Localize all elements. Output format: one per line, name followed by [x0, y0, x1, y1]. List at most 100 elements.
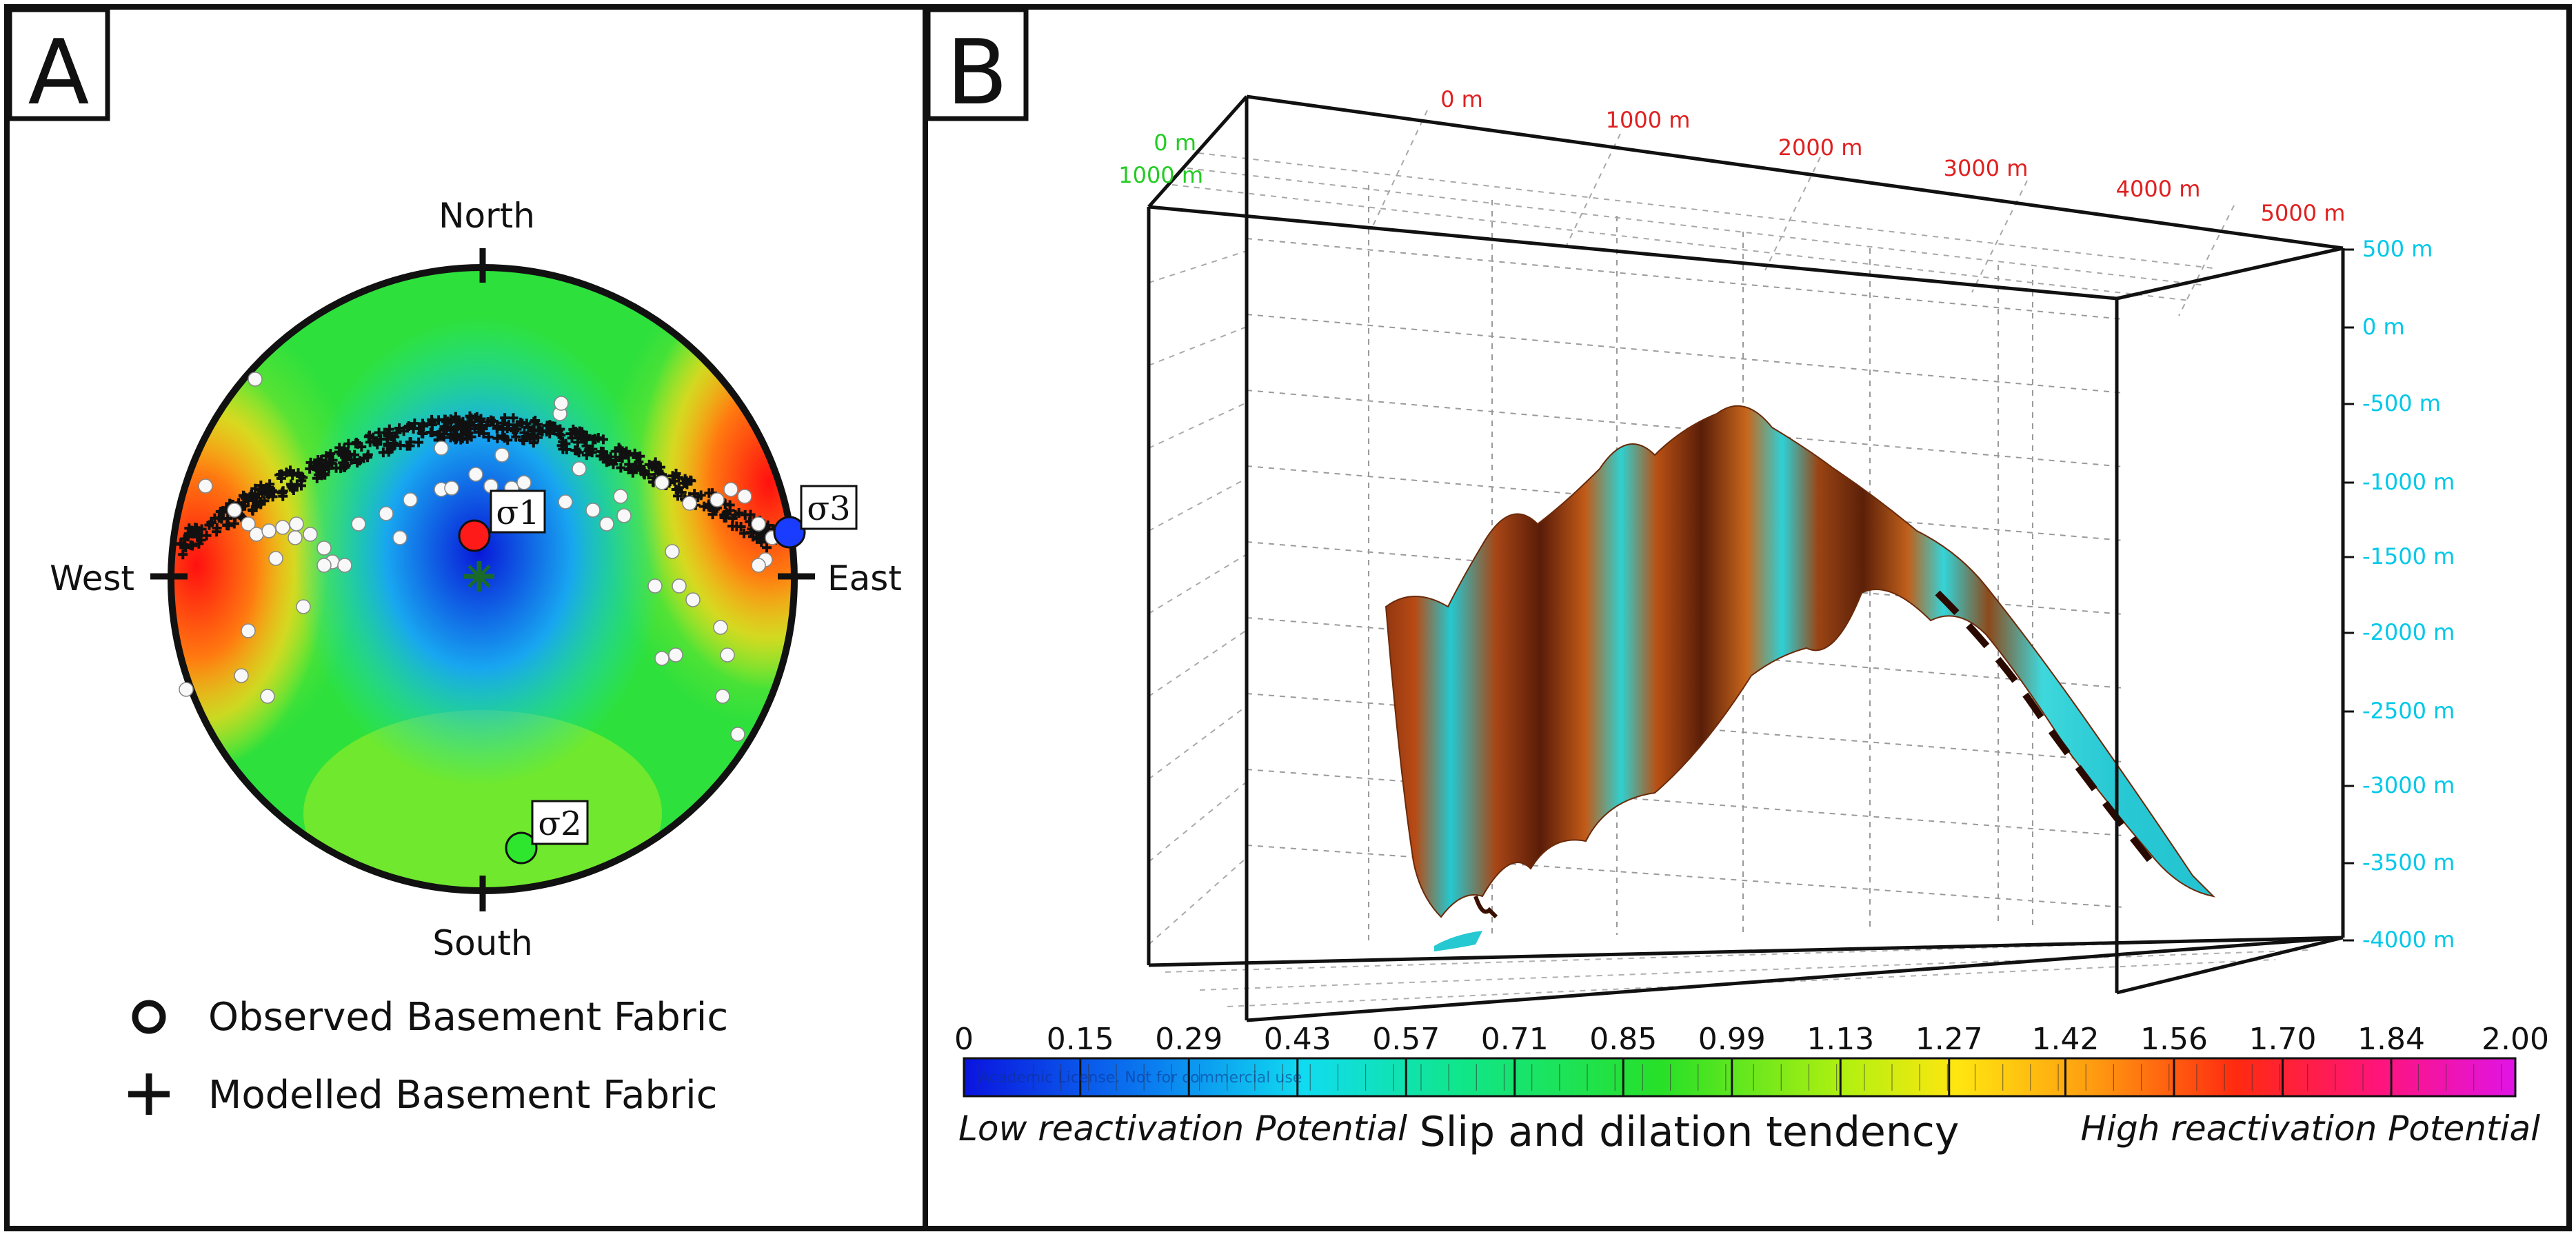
modelled-fabric-cross	[492, 423, 503, 434]
observed-fabric-point	[682, 496, 697, 511]
modelled-fabric-cross	[636, 465, 646, 476]
z-axis-tick-label: -3500 m	[2362, 849, 2455, 876]
modelled-fabric-cross	[353, 438, 363, 449]
observed-fabric-point	[288, 530, 303, 545]
top-plane-grid	[1171, 110, 2235, 316]
modelled-fabric-cross	[628, 463, 638, 473]
modelled-fabric-cross	[572, 437, 583, 447]
modelled-fabric-cross	[217, 514, 227, 524]
panel-a-label-box	[7, 7, 110, 121]
modelled-fabric-cross	[463, 427, 474, 438]
modelled-fabric-cross	[376, 434, 386, 445]
modelled-fabric-cross	[570, 445, 581, 456]
modelled-fabric-cross	[576, 432, 586, 442]
panel-a: A North South West East	[7, 7, 902, 1118]
panel-a-label: A	[28, 20, 90, 125]
modelled-fabric-cross	[466, 413, 476, 423]
modelled-fabric-cross	[756, 530, 767, 541]
observed-fabric-point	[303, 527, 318, 542]
observed-fabric-points	[179, 372, 780, 742]
modelled-fabric-cross	[529, 433, 539, 443]
modelled-fabric-cross	[323, 463, 334, 474]
modelled-fabric-cross	[418, 429, 428, 439]
sigma1-label: σ1	[496, 494, 539, 532]
colorbar-tick-label: 2.00	[2482, 1022, 2549, 1057]
colorbar-tick-label: 1.13	[1807, 1022, 1874, 1057]
modelled-fabric-cross	[384, 424, 394, 434]
modelled-fabric-cross	[682, 479, 692, 489]
modelled-fabric-cross	[519, 436, 529, 446]
sigma2-label-box	[531, 800, 589, 845]
observed-fabric-point	[241, 623, 256, 638]
modelled-fabric-cross	[463, 419, 474, 430]
observed-fabric-point	[316, 558, 332, 573]
observed-fabric-point	[227, 503, 242, 518]
observed-fabric-point	[468, 467, 483, 482]
observed-fabric-point	[554, 396, 569, 411]
modelled-fabric-cross	[561, 444, 572, 454]
modelled-fabric-cross	[379, 427, 390, 438]
modelled-fabric-cross	[529, 416, 539, 427]
observed-fabric-point	[261, 523, 276, 538]
panel-b-label: B	[946, 20, 1007, 125]
x-axis-ticks: 0 m 1000 m 2000 m 3000 m 4000 m 5000 m	[1440, 86, 2345, 226]
modelled-fabric-cross	[247, 489, 257, 500]
z-axis-ticks: 500 m 0 m -500 m -1000 m -1500 m -2000 m -2500…	[2343, 236, 2455, 953]
y-axis-tick-label: 0 m	[1154, 130, 1196, 156]
south-label: South	[432, 923, 532, 963]
colorbar-tick-marks	[963, 1058, 2517, 1096]
z-axis-tick-label: -2500 m	[2362, 698, 2455, 724]
modelled-fabric-cross	[595, 451, 605, 461]
legend-observed: Observed Basement Fabric	[208, 995, 728, 1040]
colorbar-tick-label: 0	[954, 1022, 974, 1057]
north-label: North	[439, 196, 535, 236]
observed-fabric-point	[260, 689, 275, 704]
panel-b-label-box	[925, 7, 1029, 121]
x-axis-tick-label: 0 m	[1440, 86, 1483, 112]
observed-fabric-point	[392, 530, 407, 545]
modelled-fabric-cross	[476, 414, 486, 424]
modelled-fabric-cross	[652, 463, 662, 474]
colorbar-tick-label: 0.85	[1589, 1022, 1657, 1057]
modelled-fabric-cross	[703, 501, 714, 512]
sigma3-label: σ3	[807, 489, 850, 528]
sigma2-label: σ2	[538, 805, 581, 843]
bottom-plane-grid	[1165, 937, 2331, 1007]
modelled-fabric-cross	[616, 463, 626, 473]
modelled-fabric-cross	[565, 429, 576, 439]
observed-fabric-point	[572, 461, 587, 476]
modelled-fabric-cross	[385, 444, 396, 454]
modelled-fabric-cross	[241, 494, 251, 503]
modelled-legend-icon	[128, 1073, 170, 1115]
z-axis-tick-label: -4000 m	[2362, 927, 2455, 953]
colorbar-tick-label: 1.42	[2032, 1022, 2100, 1057]
observed-fabric-point	[730, 727, 745, 742]
modelled-fabric-cross	[363, 452, 373, 463]
modelled-fabric-cross	[350, 450, 360, 460]
modelled-fabric-cross	[395, 441, 405, 451]
modelled-fabric-cross	[341, 450, 351, 461]
observed-fabric-point	[720, 647, 735, 663]
modelled-fabric-cross	[192, 532, 203, 542]
observed-fabric-point	[751, 516, 766, 532]
z-axis-tick-label: -1500 m	[2362, 543, 2455, 569]
colorbar: 0 0.15 0.29 0.43 0.57 0.71 0.85 0.99 1.13 1.27 1.4…	[954, 1022, 2549, 1156]
observed-fabric-point	[599, 516, 614, 532]
modelled-fabric-cross	[285, 465, 295, 476]
sigma3-marker	[773, 516, 806, 549]
modelled-fabric-cross	[316, 470, 327, 481]
observed-fabric-point	[241, 516, 256, 532]
colorbar-tick-label: 1.84	[2357, 1022, 2425, 1057]
observed-fabric-point	[723, 482, 738, 497]
modelled-fabric-cross	[500, 413, 510, 423]
observed-fabric-point	[403, 492, 418, 507]
modelled-fabric-cross	[212, 527, 222, 537]
colorbar-tick-label: 0.29	[1155, 1022, 1222, 1057]
modelled-fabric-cross	[201, 530, 212, 541]
z-axis-tick-label: 500 m	[2362, 236, 2433, 262]
observed-fabric-point	[444, 481, 459, 496]
observed-fabric-point	[234, 668, 249, 683]
modelled-fabric-cross	[483, 432, 494, 442]
modelled-fabric-cross	[390, 432, 400, 442]
panel-b: B	[925, 7, 2455, 1022]
